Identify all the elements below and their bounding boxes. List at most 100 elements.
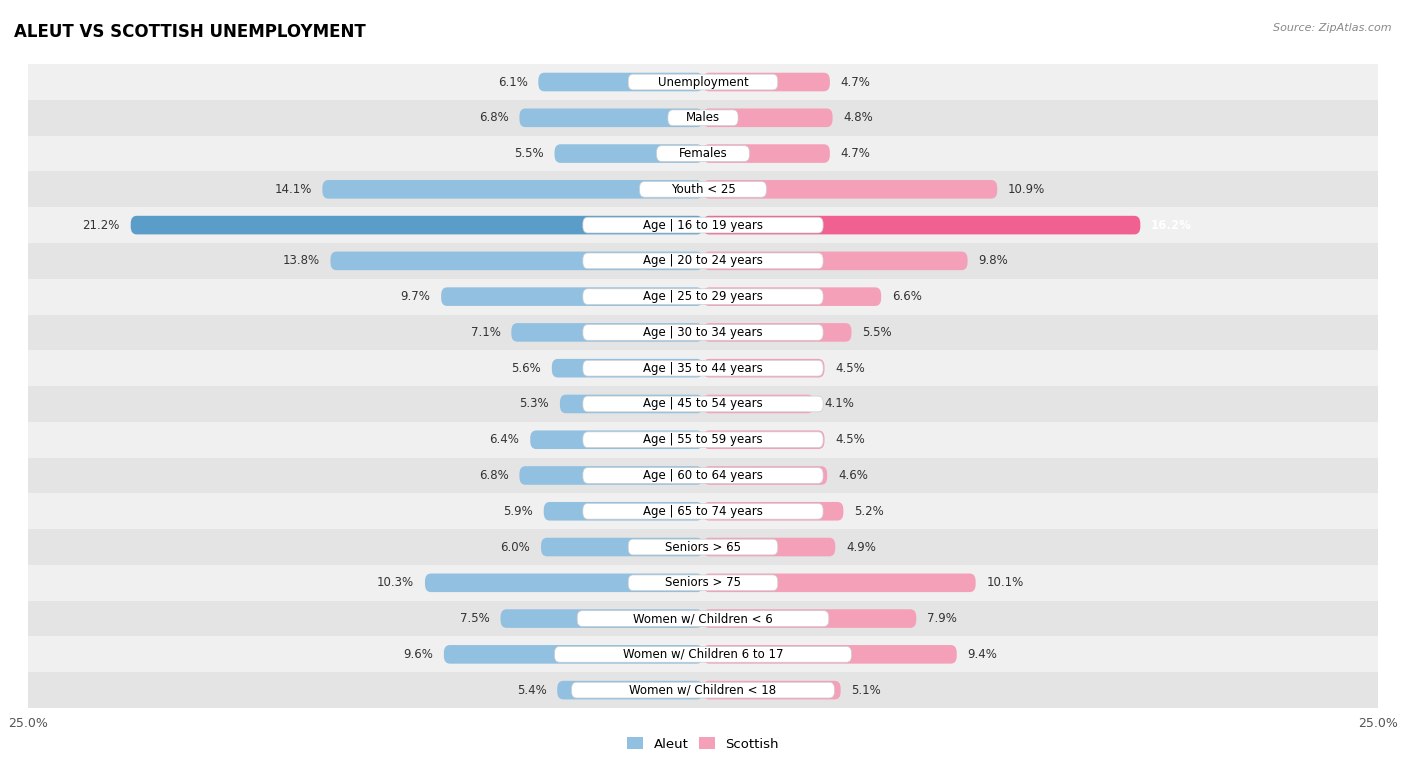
Text: 4.5%: 4.5% [835, 433, 865, 446]
Text: 6.8%: 6.8% [479, 469, 509, 482]
Text: Unemployment: Unemployment [658, 76, 748, 89]
Bar [28, 386, 1378, 422]
Text: 13.8%: 13.8% [283, 254, 319, 267]
FancyBboxPatch shape [657, 145, 749, 161]
Text: ALEUT VS SCOTTISH UNEMPLOYMENT: ALEUT VS SCOTTISH UNEMPLOYMENT [14, 23, 366, 41]
FancyBboxPatch shape [501, 609, 703, 628]
FancyBboxPatch shape [640, 182, 766, 198]
Bar [28, 207, 1378, 243]
FancyBboxPatch shape [703, 323, 852, 341]
Text: Age | 30 to 34 years: Age | 30 to 34 years [643, 326, 763, 339]
Bar [28, 350, 1378, 386]
Bar [28, 422, 1378, 458]
FancyBboxPatch shape [703, 502, 844, 521]
Bar [28, 458, 1378, 494]
Text: 21.2%: 21.2% [83, 219, 120, 232]
FancyBboxPatch shape [551, 359, 703, 378]
Text: 6.6%: 6.6% [891, 290, 922, 303]
Bar [28, 601, 1378, 637]
Text: 4.8%: 4.8% [844, 111, 873, 124]
FancyBboxPatch shape [578, 611, 828, 627]
FancyBboxPatch shape [583, 325, 823, 341]
Bar [28, 64, 1378, 100]
FancyBboxPatch shape [330, 251, 703, 270]
Text: Age | 35 to 44 years: Age | 35 to 44 years [643, 362, 763, 375]
Text: 5.9%: 5.9% [503, 505, 533, 518]
Text: 6.4%: 6.4% [489, 433, 519, 446]
FancyBboxPatch shape [322, 180, 703, 198]
Text: Males: Males [686, 111, 720, 124]
Text: Source: ZipAtlas.com: Source: ZipAtlas.com [1274, 23, 1392, 33]
FancyBboxPatch shape [703, 288, 882, 306]
Bar [28, 171, 1378, 207]
Text: Females: Females [679, 147, 727, 160]
FancyBboxPatch shape [557, 681, 703, 699]
FancyBboxPatch shape [703, 180, 997, 198]
Text: 5.2%: 5.2% [855, 505, 884, 518]
Text: 9.8%: 9.8% [979, 254, 1008, 267]
Text: 9.4%: 9.4% [967, 648, 997, 661]
FancyBboxPatch shape [703, 537, 835, 556]
Text: 14.1%: 14.1% [274, 183, 312, 196]
Text: 4.1%: 4.1% [824, 397, 855, 410]
Text: Age | 20 to 24 years: Age | 20 to 24 years [643, 254, 763, 267]
FancyBboxPatch shape [668, 110, 738, 126]
Text: 6.1%: 6.1% [498, 76, 527, 89]
FancyBboxPatch shape [703, 359, 824, 378]
Text: 4.7%: 4.7% [841, 147, 870, 160]
Text: 6.0%: 6.0% [501, 540, 530, 553]
Bar [28, 314, 1378, 350]
FancyBboxPatch shape [583, 360, 823, 376]
Bar [28, 279, 1378, 314]
Legend: Aleut, Scottish: Aleut, Scottish [627, 737, 779, 750]
FancyBboxPatch shape [628, 74, 778, 90]
Text: 10.3%: 10.3% [377, 576, 415, 589]
Text: Women w/ Children < 6: Women w/ Children < 6 [633, 612, 773, 625]
Text: Seniors > 65: Seniors > 65 [665, 540, 741, 553]
FancyBboxPatch shape [583, 503, 823, 519]
FancyBboxPatch shape [519, 466, 703, 484]
FancyBboxPatch shape [703, 466, 827, 484]
FancyBboxPatch shape [583, 468, 823, 484]
FancyBboxPatch shape [703, 251, 967, 270]
Text: 6.8%: 6.8% [479, 111, 509, 124]
Bar [28, 494, 1378, 529]
Text: Age | 55 to 59 years: Age | 55 to 59 years [643, 433, 763, 446]
Bar [28, 672, 1378, 708]
Text: 5.5%: 5.5% [515, 147, 544, 160]
FancyBboxPatch shape [541, 537, 703, 556]
FancyBboxPatch shape [703, 609, 917, 628]
FancyBboxPatch shape [583, 396, 823, 412]
Text: 4.5%: 4.5% [835, 362, 865, 375]
FancyBboxPatch shape [444, 645, 703, 664]
FancyBboxPatch shape [512, 323, 703, 341]
Text: Women w/ Children < 18: Women w/ Children < 18 [630, 684, 776, 696]
FancyBboxPatch shape [583, 288, 823, 304]
Text: 5.1%: 5.1% [852, 684, 882, 696]
Text: 10.9%: 10.9% [1008, 183, 1045, 196]
FancyBboxPatch shape [703, 394, 814, 413]
FancyBboxPatch shape [628, 539, 778, 555]
Text: 5.4%: 5.4% [516, 684, 547, 696]
FancyBboxPatch shape [538, 73, 703, 92]
FancyBboxPatch shape [703, 645, 956, 664]
Text: 9.6%: 9.6% [404, 648, 433, 661]
Text: 4.6%: 4.6% [838, 469, 868, 482]
FancyBboxPatch shape [544, 502, 703, 521]
FancyBboxPatch shape [628, 575, 778, 590]
FancyBboxPatch shape [583, 431, 823, 447]
Text: 9.7%: 9.7% [401, 290, 430, 303]
Text: 5.6%: 5.6% [512, 362, 541, 375]
Text: Age | 16 to 19 years: Age | 16 to 19 years [643, 219, 763, 232]
FancyBboxPatch shape [703, 108, 832, 127]
Text: Seniors > 75: Seniors > 75 [665, 576, 741, 589]
Text: Youth < 25: Youth < 25 [671, 183, 735, 196]
Bar [28, 565, 1378, 601]
FancyBboxPatch shape [703, 216, 1140, 235]
FancyBboxPatch shape [583, 217, 823, 233]
Text: Women w/ Children 6 to 17: Women w/ Children 6 to 17 [623, 648, 783, 661]
FancyBboxPatch shape [131, 216, 703, 235]
FancyBboxPatch shape [530, 431, 703, 449]
Text: 4.9%: 4.9% [846, 540, 876, 553]
FancyBboxPatch shape [703, 574, 976, 592]
